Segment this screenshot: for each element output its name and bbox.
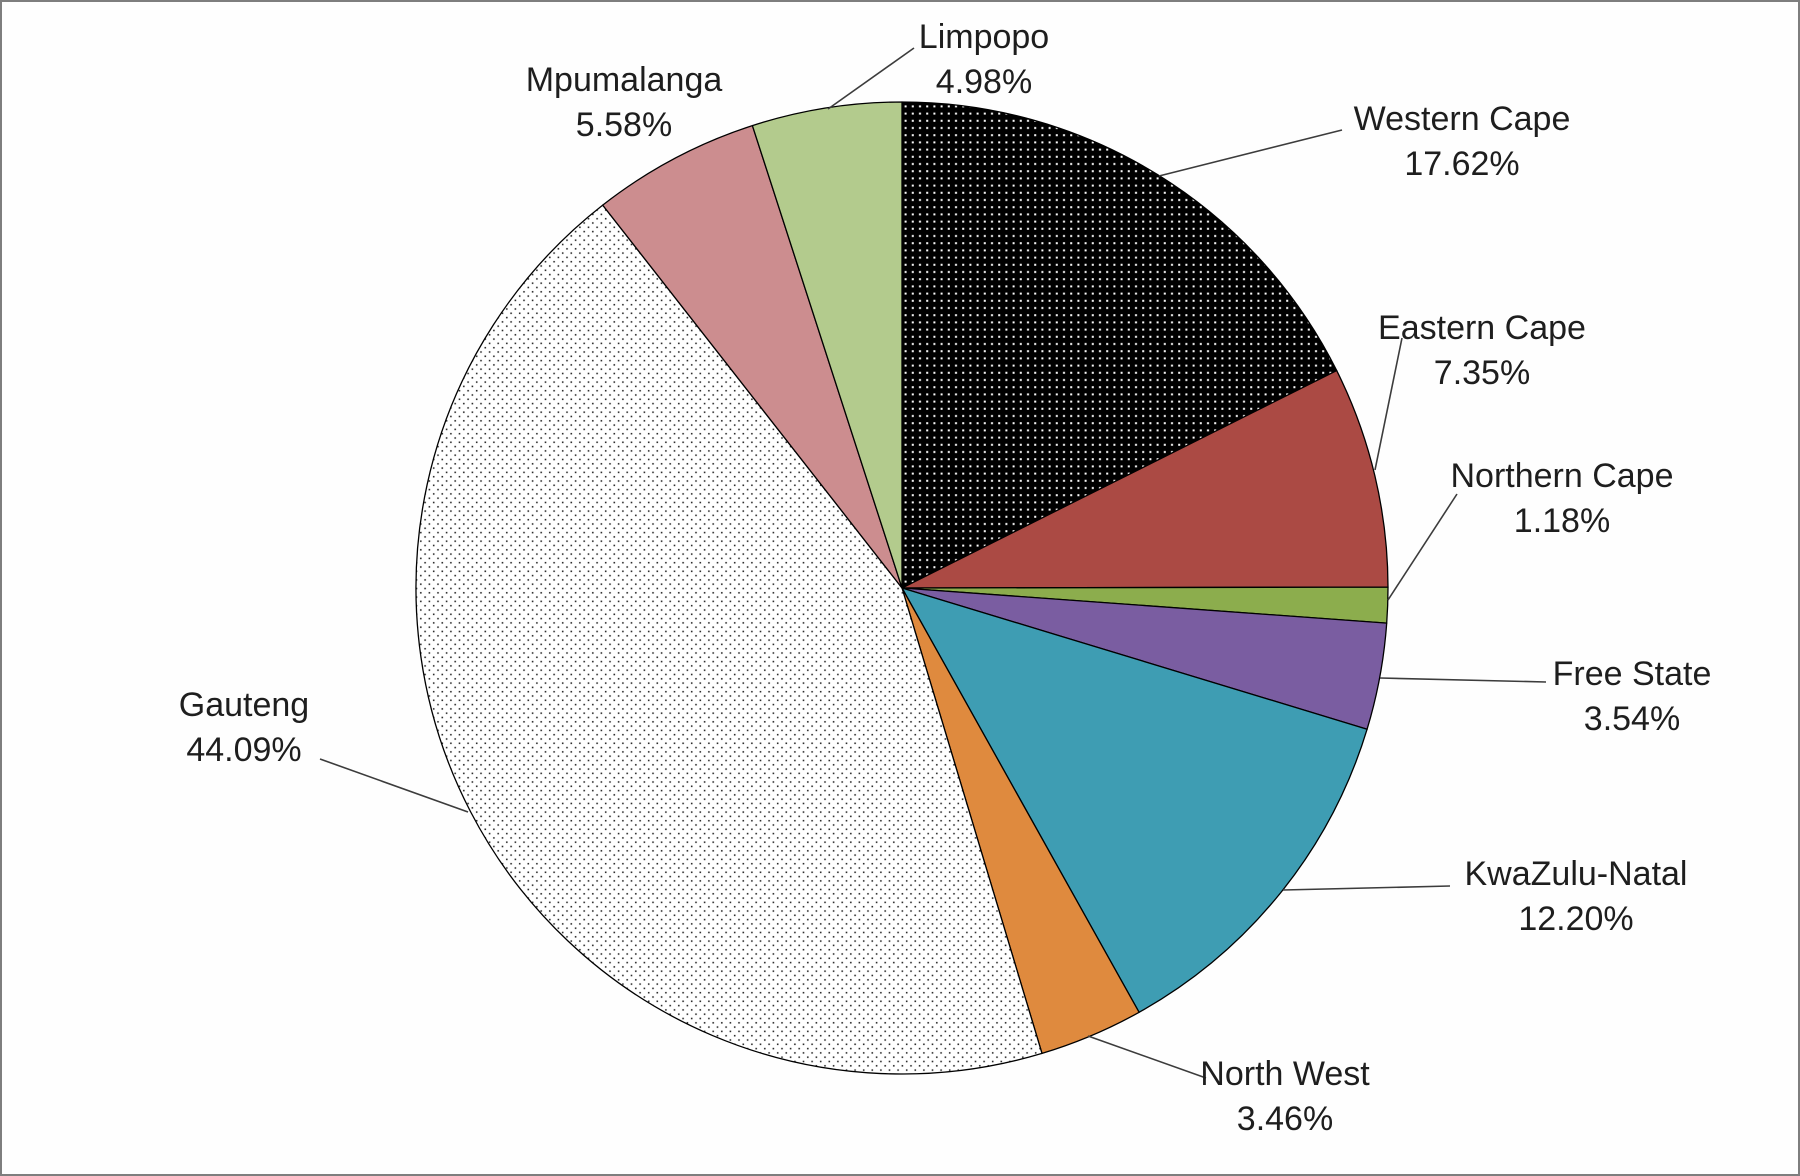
leader-line-northern-cape xyxy=(1387,493,1458,601)
leader-line-gauteng xyxy=(319,758,469,813)
leader-line-free-state xyxy=(1379,677,1547,683)
leader-line-western-cape xyxy=(1158,129,1343,177)
leader-line-north-west xyxy=(1087,1035,1207,1079)
pie-slice-limpopo xyxy=(751,101,903,589)
leader-line-kwazulu-natal xyxy=(1282,885,1451,891)
pie-slice-kwazulu-natal xyxy=(901,587,1368,1013)
pie-slice-mpumalanga xyxy=(602,124,903,589)
pie-slice-western-cape xyxy=(901,101,1338,589)
pie-slice-eastern-cape xyxy=(901,369,1389,589)
leader-line-eastern-cape xyxy=(1374,337,1403,471)
leader-line-limpopo xyxy=(827,47,915,110)
pie-slice-gauteng xyxy=(415,204,1043,1075)
